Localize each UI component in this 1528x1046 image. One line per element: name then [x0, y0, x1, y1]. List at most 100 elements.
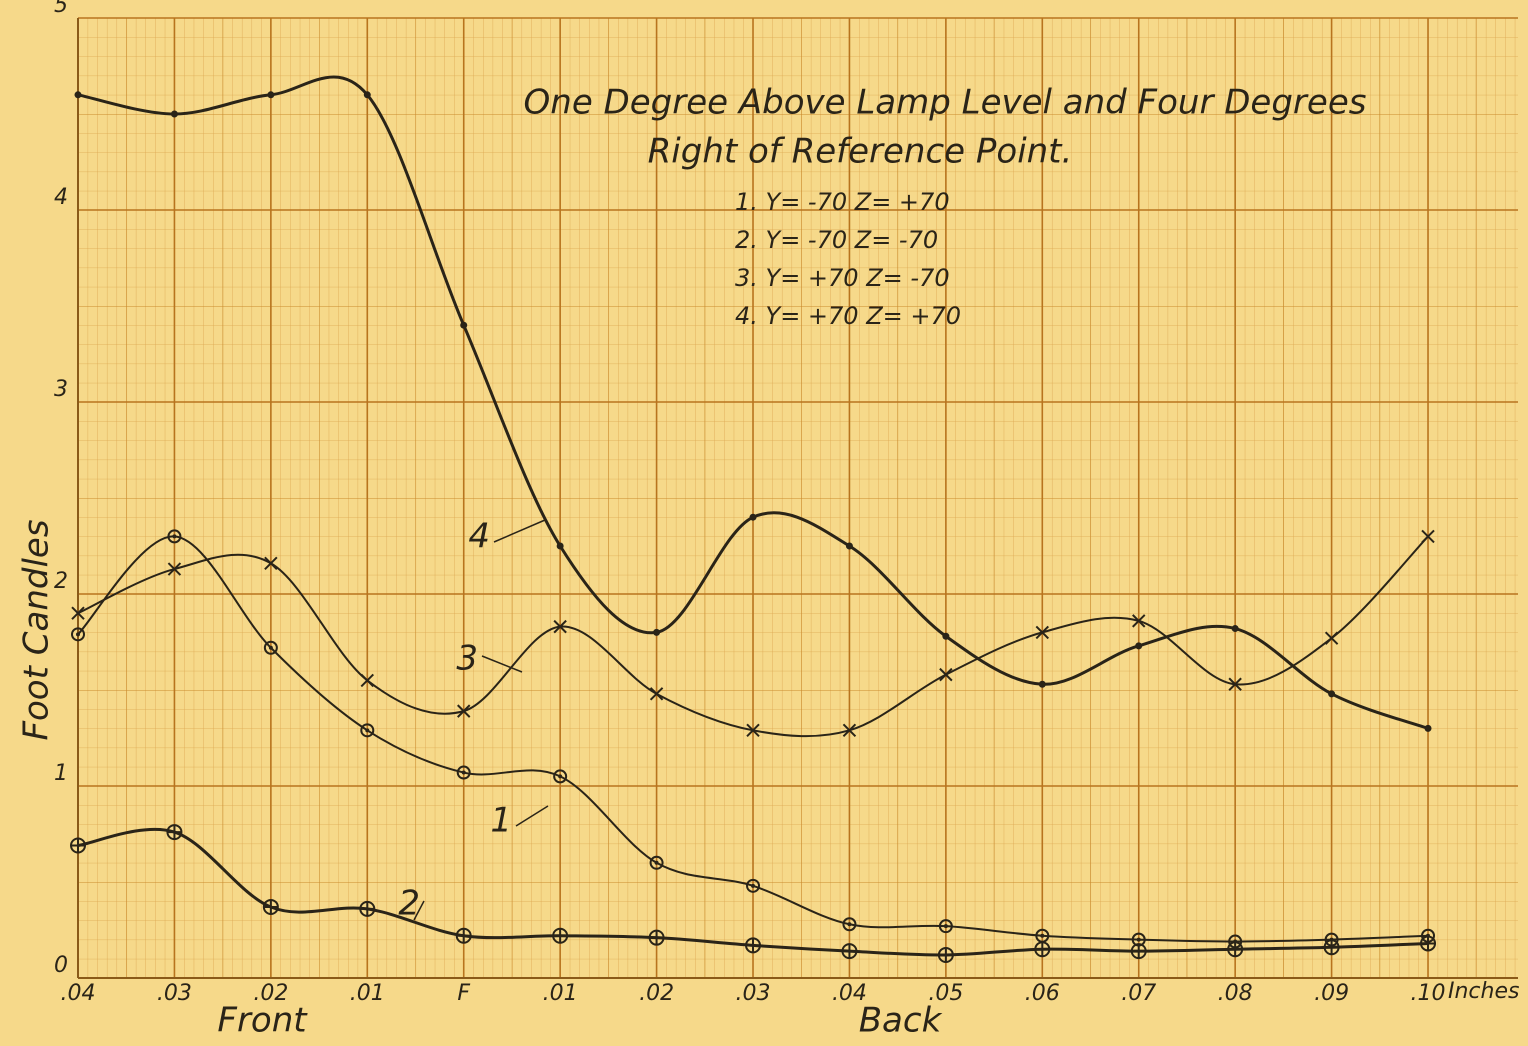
marker: [746, 723, 760, 738]
marker-dot: [365, 728, 370, 733]
series-line: [77, 535, 1429, 738]
y-tick-label: 1: [54, 761, 68, 786]
curve-label: 4: [468, 517, 490, 557]
marker-x: [1324, 631, 1339, 645]
marker: [1227, 941, 1244, 958]
y-tick-label: 3: [54, 377, 68, 402]
x-group-label: Front: [217, 1001, 308, 1041]
marker: [360, 723, 375, 738]
x-tick-label: .01: [350, 981, 385, 1006]
marker: [937, 946, 954, 963]
marker-ring: [456, 765, 471, 780]
marker: [942, 632, 950, 640]
marker: [1132, 614, 1146, 628]
marker-plus: [746, 938, 761, 953]
x-tick-label: .04: [61, 981, 96, 1006]
marker: [939, 667, 953, 682]
marker-dot: [1136, 937, 1141, 942]
y-axis-label: Foot Candles: [17, 519, 57, 740]
marker: [267, 91, 275, 99]
y-tick-label: 2: [54, 569, 68, 594]
y-tick-label: 0: [54, 953, 68, 978]
marker-dot: [556, 542, 564, 550]
series-line: [77, 75, 1429, 730]
marker-dot: [76, 632, 80, 637]
marker: [845, 542, 853, 550]
marker-dot: [942, 632, 950, 640]
x-tick-label: .04: [832, 981, 867, 1006]
marker: [553, 619, 567, 634]
marker-plus: [263, 899, 278, 914]
marker-dot: [1038, 680, 1046, 688]
marker: [363, 91, 371, 99]
y-tick-label: 5: [54, 0, 68, 18]
y-tick-label: 4: [54, 185, 68, 210]
marker: [1424, 724, 1432, 732]
marker-x: [746, 723, 760, 738]
curve-label: 2: [398, 884, 420, 924]
marker-plus: [360, 901, 375, 916]
marker: [653, 628, 661, 636]
curve-label: 3: [456, 639, 478, 679]
marker: [170, 110, 178, 118]
marker-dot: [1135, 642, 1143, 650]
marker-dot: [268, 645, 273, 650]
marker-plus: [456, 928, 471, 943]
marker-x: [553, 619, 567, 634]
mid-grid: [78, 18, 1518, 978]
legend-entry: 1. Y= -70 Z= +70: [735, 188, 950, 216]
marker: [167, 529, 182, 544]
marker: [74, 91, 82, 99]
marker: [1421, 529, 1435, 544]
marker-ring: [263, 640, 278, 655]
markers: [70, 91, 1437, 963]
marker: [457, 704, 471, 718]
marker-dot: [172, 534, 177, 539]
marker: [746, 878, 761, 893]
curve-arrow: [413, 900, 425, 921]
marker-plus: [553, 928, 568, 943]
marker-x: [842, 723, 857, 738]
marker-dot: [751, 883, 756, 888]
x-group-label: Back: [859, 1001, 943, 1041]
marker-x: [71, 606, 85, 620]
marker-dot: [363, 91, 371, 99]
x-tick-label: .01: [543, 981, 578, 1006]
marker: [842, 723, 857, 738]
curve-label: 1: [490, 801, 512, 841]
x-tick-label: .02: [253, 981, 288, 1006]
x-tick-label: .10: [1411, 981, 1446, 1006]
marker-ring: [167, 529, 182, 544]
marker: [1323, 939, 1340, 956]
marker-plus: [649, 930, 664, 945]
marker: [1035, 625, 1050, 640]
marker: [842, 917, 857, 932]
marker: [1130, 943, 1147, 960]
marker-x: [457, 704, 471, 718]
major-grid: [77, 17, 1518, 979]
marker: [1420, 935, 1437, 952]
marker: [841, 943, 858, 960]
marker: [1034, 941, 1051, 958]
marker-x: [360, 673, 374, 688]
marker: [556, 542, 564, 550]
marker-plus: [167, 825, 182, 840]
marker-dot: [847, 922, 852, 927]
x-tick-label: .06: [1025, 981, 1060, 1006]
marker-x: [1132, 614, 1146, 628]
curve-arrow: [481, 655, 523, 673]
marker-ring: [842, 917, 857, 932]
title-line: Right of Reference Point.: [648, 132, 1073, 172]
marker-dot: [749, 513, 757, 521]
x-unit: Inches: [1448, 979, 1519, 1004]
marker-dot: [1040, 933, 1045, 938]
marker-ring: [746, 878, 761, 893]
marker-ring: [649, 855, 664, 870]
marker: [264, 556, 278, 570]
marker-dot: [460, 321, 468, 329]
marker: [166, 824, 183, 841]
marker: [1228, 677, 1242, 691]
curve-arrow: [493, 519, 546, 543]
marker-plus: [1131, 944, 1146, 959]
title-line: One Degree Above Lamp Level and Four Deg…: [524, 83, 1367, 123]
